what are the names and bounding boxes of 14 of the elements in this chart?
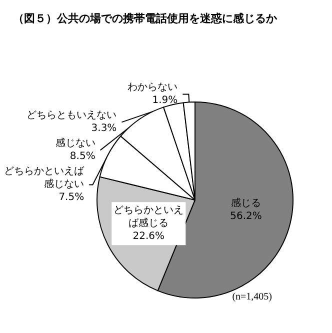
slice-label: どちらかといえば感じない [4, 166, 86, 190]
slice-label: 感じない [55, 137, 96, 150]
slice-label: どちらかといえば感じる [114, 205, 184, 230]
data-label: 22.6% [132, 231, 165, 242]
slice-label: 感じる [231, 197, 262, 210]
data-label: 1.9% [152, 95, 178, 106]
data-label: 3.3% [91, 123, 117, 134]
chart-title: （図５）公共の場での携帯電話使用を迷惑に感じるか [13, 12, 278, 25]
text: (n=1,405) [232, 292, 272, 302]
data-label: 8.5% [70, 151, 96, 162]
data-label: 7.5% [58, 192, 84, 204]
data-label: 56.2% [230, 211, 262, 222]
slice-label: わからない [128, 82, 178, 94]
slice-label: どちらともいえない [26, 110, 117, 122]
